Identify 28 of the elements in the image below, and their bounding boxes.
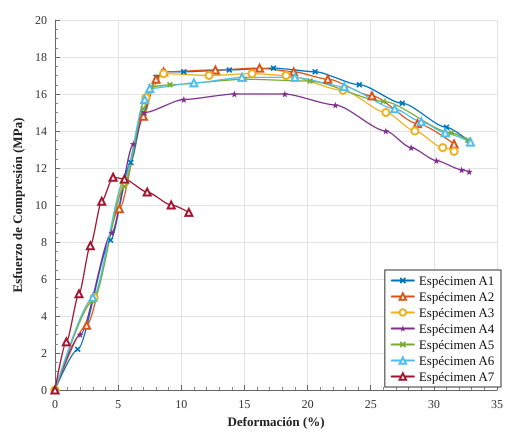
- y-tick-label: 2: [41, 346, 47, 360]
- y-tick-label: 6: [41, 272, 47, 286]
- x-tick-label: 5: [115, 397, 122, 411]
- legend-label: Espécimen A3: [418, 305, 494, 320]
- x-tick-label: 30: [428, 397, 440, 411]
- y-tick-label: 18: [35, 50, 47, 64]
- legend-label: Espécimen A5: [418, 337, 494, 352]
- y-axis-title: Esfuerzo de Compresión (MPa): [10, 118, 26, 292]
- y-tick-label: 10: [35, 198, 47, 212]
- y-tick-label: 8: [41, 235, 47, 249]
- y-tick-label: 4: [41, 309, 47, 323]
- y-tick-label: 20: [35, 13, 47, 27]
- x-tick-label: 0: [52, 397, 58, 411]
- y-tick-label: 14: [35, 124, 47, 138]
- legend-label: Espécimen A6: [418, 353, 495, 368]
- y-tick-label: 12: [35, 161, 47, 175]
- x-tick-label: 35: [491, 397, 503, 411]
- legend-label: Espécimen A4: [418, 321, 495, 336]
- legend-label: Espécimen A2: [418, 289, 494, 304]
- x-tick-label: 25: [364, 397, 377, 411]
- x-axis-title: Deformación (%): [227, 414, 325, 429]
- legend-label: Espécimen A7: [418, 369, 495, 384]
- legend-label: Espécimen A1: [418, 273, 494, 288]
- x-tick-label: 15: [238, 397, 250, 411]
- y-tick-label: 0: [41, 383, 47, 397]
- x-tick-label: 20: [302, 397, 314, 411]
- y-tick-label: 16: [35, 87, 47, 101]
- x-tick-label: 10: [175, 397, 188, 411]
